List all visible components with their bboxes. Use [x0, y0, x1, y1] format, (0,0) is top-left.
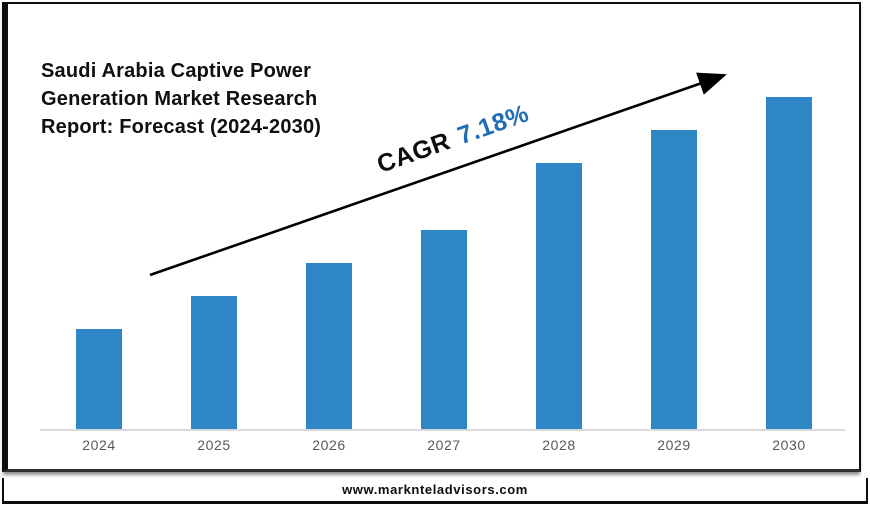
bar-2024 — [76, 329, 122, 429]
x-axis-label-2027: 2027 — [427, 437, 461, 453]
bar-2025 — [191, 296, 237, 429]
bar-2030 — [766, 97, 812, 429]
footer-bar: www.marknteladvisors.com — [2, 478, 868, 504]
x-axis-label-2030: 2030 — [772, 437, 806, 453]
x-axis-line — [40, 429, 845, 431]
bar-2028 — [536, 163, 582, 429]
x-axis-label-2025: 2025 — [197, 437, 231, 453]
x-axis-label-2029: 2029 — [657, 437, 691, 453]
footer-website: www.marknteladvisors.com — [342, 482, 528, 497]
title-line-1: Saudi Arabia Captive Power — [41, 60, 312, 82]
x-axis-label-2026: 2026 — [312, 437, 346, 453]
x-axis-label-2024: 2024 — [82, 437, 116, 453]
bar-2027 — [421, 230, 467, 429]
bar-2029 — [651, 130, 697, 429]
bar-2026 — [306, 263, 352, 429]
x-axis-label-2028: 2028 — [542, 437, 576, 453]
